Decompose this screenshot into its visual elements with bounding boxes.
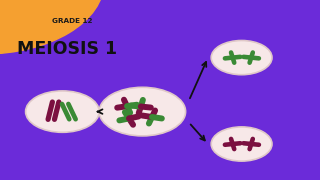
- Ellipse shape: [0, 0, 104, 54]
- Circle shape: [99, 87, 186, 136]
- Circle shape: [26, 91, 99, 132]
- Circle shape: [211, 40, 272, 75]
- Text: GRADE 12: GRADE 12: [52, 18, 92, 24]
- Circle shape: [211, 127, 272, 161]
- Text: MEIOSIS 1: MEIOSIS 1: [17, 40, 117, 58]
